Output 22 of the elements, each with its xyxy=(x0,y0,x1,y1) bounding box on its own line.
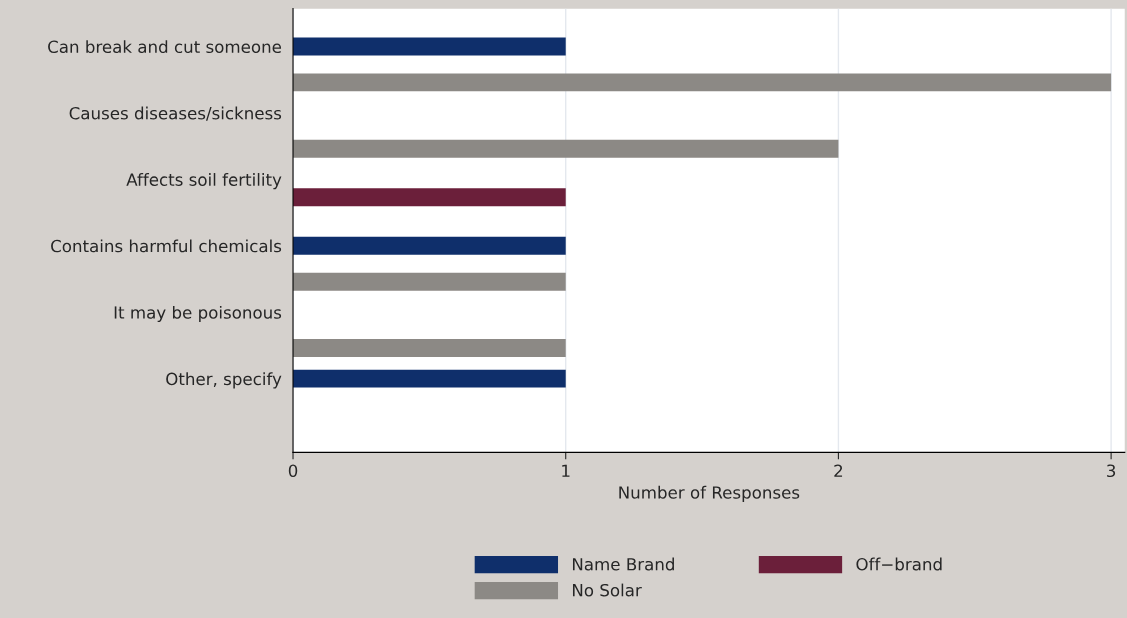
legend-label: Off−brand xyxy=(856,557,942,571)
x-tick-label: 3 xyxy=(1107,464,1116,478)
y-tick-label: Causes diseases/sickness xyxy=(69,106,282,121)
bar xyxy=(293,139,839,158)
x-tick-label: 1 xyxy=(562,464,570,477)
x-tick-label: 2 xyxy=(834,464,843,477)
bar xyxy=(293,339,566,358)
bar xyxy=(293,272,566,291)
y-tick-label: Contains harmful chemicals xyxy=(51,239,282,253)
x-axis-title: Number of Responses xyxy=(619,485,800,502)
y-tick-label: Other, specify xyxy=(166,372,282,389)
bar xyxy=(293,236,566,255)
bar xyxy=(293,37,566,56)
bar xyxy=(293,188,566,207)
y-tick-label: Can break and cut someone xyxy=(48,40,282,54)
x-tick-label: 0 xyxy=(288,464,298,478)
y-tick-label: It may be poisonous xyxy=(114,305,282,323)
legend-label: Name Brand xyxy=(572,557,674,571)
bar xyxy=(293,369,566,388)
bar xyxy=(293,73,1112,92)
legend-label: No Solar xyxy=(572,583,642,597)
y-tick-label: Affects soil fertility xyxy=(126,173,282,190)
